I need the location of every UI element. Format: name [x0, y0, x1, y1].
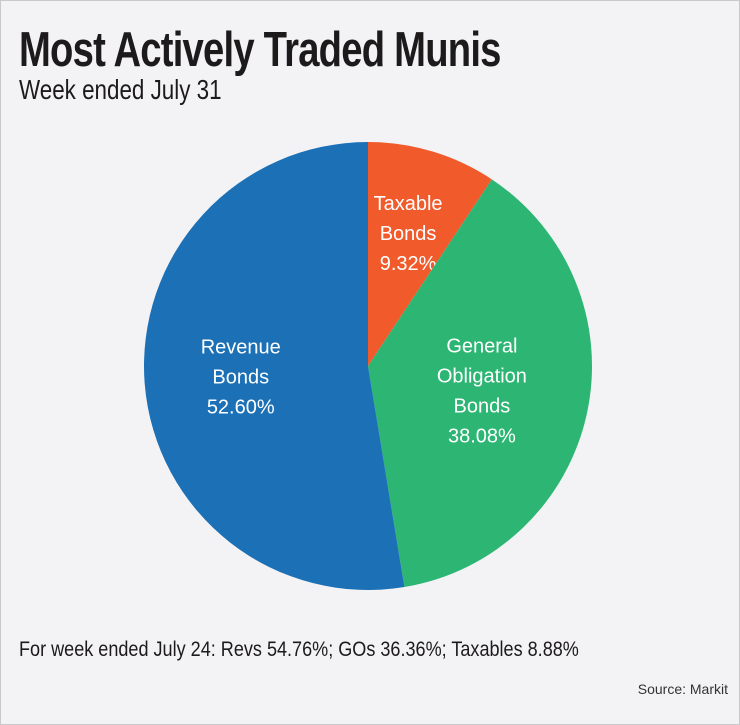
slice-category-label: Obligation [437, 365, 527, 387]
slice-category-label: Bonds [454, 395, 511, 417]
slice-category-label: Taxable [374, 193, 443, 215]
pie-slice [368, 142, 492, 366]
slice-value-label: 9.32% [380, 253, 437, 275]
slice-value-label: 38.08% [448, 425, 516, 447]
prior-week-note: For week ended July 24: Revs 54.76%; GOs… [19, 638, 579, 661]
pie-slice [144, 142, 405, 590]
pie-slice [368, 179, 592, 588]
chart-subtitle: Week ended July 31 [19, 74, 222, 105]
source-credit: Source: Markit [637, 681, 728, 697]
slice-category-label: Revenue [201, 336, 281, 358]
chart-title: Most Actively Traded Munis [19, 23, 501, 77]
slice-category-label: Bonds [212, 366, 269, 388]
slice-category-label: General [446, 335, 517, 357]
slice-value-label: 52.60% [207, 396, 275, 418]
slice-category-label: Bonds [380, 223, 437, 245]
